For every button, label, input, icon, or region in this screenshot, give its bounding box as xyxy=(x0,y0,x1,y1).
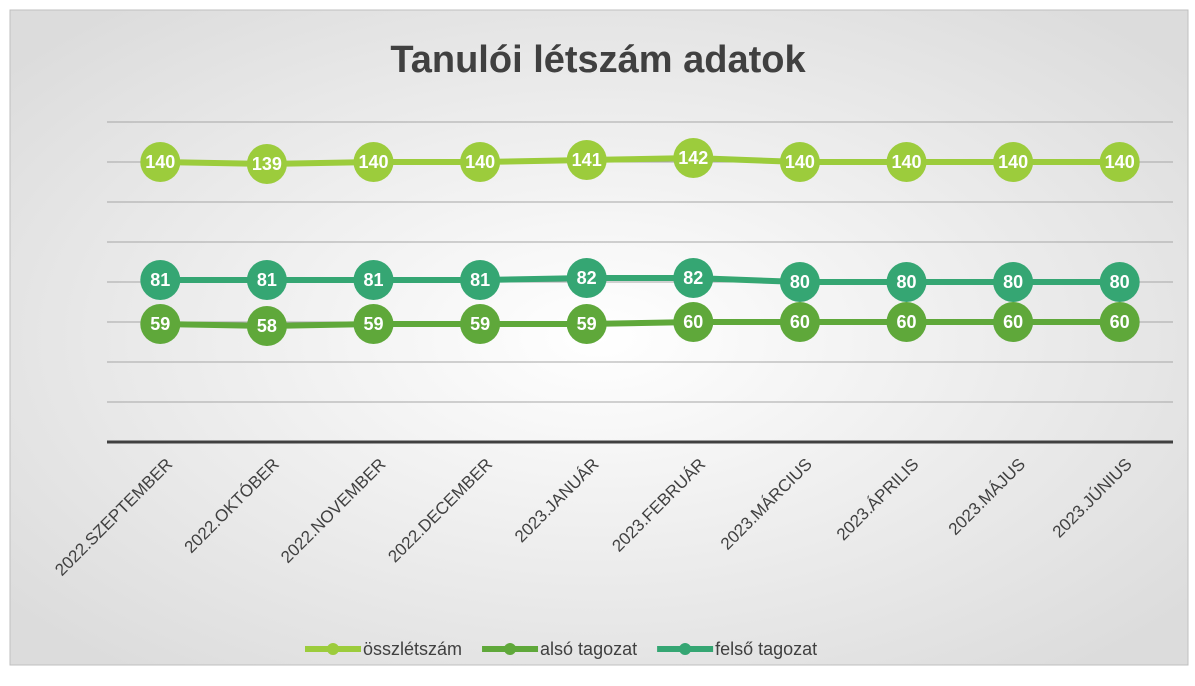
marker xyxy=(460,304,501,344)
data-label: 80 xyxy=(1110,272,1130,292)
marker xyxy=(993,142,1034,182)
marker xyxy=(673,258,714,298)
data-label: 82 xyxy=(577,268,597,288)
marker xyxy=(140,304,181,344)
data-label: 81 xyxy=(257,270,277,290)
marker xyxy=(1099,302,1140,342)
data-label: 140 xyxy=(891,152,921,172)
series-line xyxy=(160,275,1120,285)
data-label: 60 xyxy=(790,312,810,332)
data-label: 81 xyxy=(363,270,383,290)
marker xyxy=(460,260,501,300)
data-label: 139 xyxy=(252,154,282,174)
chart-title: Tanulói létszám adatok xyxy=(390,39,806,81)
legend-label: felső tagozat xyxy=(715,639,817,659)
data-label: 140 xyxy=(1105,152,1135,172)
marker xyxy=(246,260,287,300)
series-line xyxy=(160,154,1120,168)
data-label: 140 xyxy=(465,152,495,172)
marker xyxy=(993,262,1034,302)
data-label: 60 xyxy=(1003,312,1023,332)
data-label: 140 xyxy=(145,152,175,172)
data-label: 59 xyxy=(150,314,170,334)
marker xyxy=(353,260,394,300)
marker xyxy=(779,142,820,182)
legend-label: összlétszám xyxy=(363,639,462,659)
marker xyxy=(140,260,181,300)
data-label: 80 xyxy=(1003,272,1023,292)
marker xyxy=(886,262,927,302)
marker xyxy=(566,304,607,344)
data-label: 58 xyxy=(257,316,277,336)
marker xyxy=(1099,262,1140,302)
data-label: 60 xyxy=(896,312,916,332)
data-label: 81 xyxy=(150,270,170,290)
data-label: 140 xyxy=(998,152,1028,172)
marker xyxy=(779,302,820,342)
legend-marker xyxy=(327,643,339,655)
marker xyxy=(566,258,607,298)
marker xyxy=(566,140,607,180)
data-label: 140 xyxy=(358,152,388,172)
data-label: 80 xyxy=(896,272,916,292)
marker xyxy=(460,142,501,182)
marker xyxy=(353,304,394,344)
data-label: 59 xyxy=(470,314,490,334)
marker xyxy=(779,262,820,302)
data-label: 141 xyxy=(572,150,602,170)
data-label: 142 xyxy=(678,148,708,168)
legend-marker xyxy=(504,643,517,655)
marker xyxy=(673,302,714,342)
data-label: 140 xyxy=(785,152,815,172)
marker xyxy=(673,138,714,178)
data-label: 81 xyxy=(470,270,490,290)
data-label: 82 xyxy=(683,268,703,288)
marker xyxy=(886,142,927,182)
data-label: 60 xyxy=(1110,312,1130,332)
data-label: 59 xyxy=(363,314,383,334)
marker xyxy=(886,302,927,342)
marker xyxy=(353,142,394,182)
marker xyxy=(140,142,181,182)
series-line xyxy=(160,319,1120,330)
marker xyxy=(246,144,287,184)
legend-marker xyxy=(679,643,692,655)
data-label: 80 xyxy=(790,272,810,292)
marker xyxy=(993,302,1034,342)
marker xyxy=(246,306,287,346)
data-label: 60 xyxy=(683,312,703,332)
data-label: 59 xyxy=(577,314,597,334)
marker xyxy=(1099,142,1140,182)
legend-label: alsó tagozat xyxy=(540,639,637,659)
